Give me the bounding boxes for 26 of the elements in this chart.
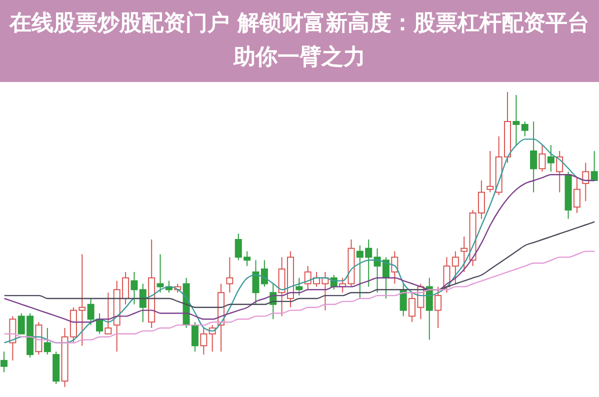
candlestick	[452, 250, 459, 284]
candlestick	[44, 328, 51, 356]
candlestick	[226, 256, 234, 294]
candlestick	[512, 94, 520, 146]
candlestick	[104, 292, 112, 334]
candlestick	[391, 250, 398, 284]
candlestick	[296, 277, 303, 296]
candlestick	[200, 328, 208, 356]
candlestick	[130, 271, 138, 305]
candlestick	[486, 150, 494, 193]
candlestick	[538, 144, 546, 172]
candlestick	[9, 316, 16, 361]
candlestick	[590, 150, 598, 181]
candlestick	[400, 283, 407, 317]
candlestick	[547, 144, 554, 172]
candlestick	[191, 322, 198, 352]
candlestick	[460, 236, 468, 272]
candlestick	[573, 177, 580, 214]
candlestick	[434, 286, 442, 328]
candlestick	[0, 351, 8, 373]
chart-title: 在线股票炒股配资门户 解锁财富新高度：股票杠杆配资平台助你一臂之力	[8, 10, 590, 72]
candlestick	[139, 283, 146, 323]
candlestick	[426, 277, 433, 340]
candlestick	[582, 162, 590, 202]
candlestick	[530, 121, 538, 193]
candlestick	[521, 121, 528, 137]
